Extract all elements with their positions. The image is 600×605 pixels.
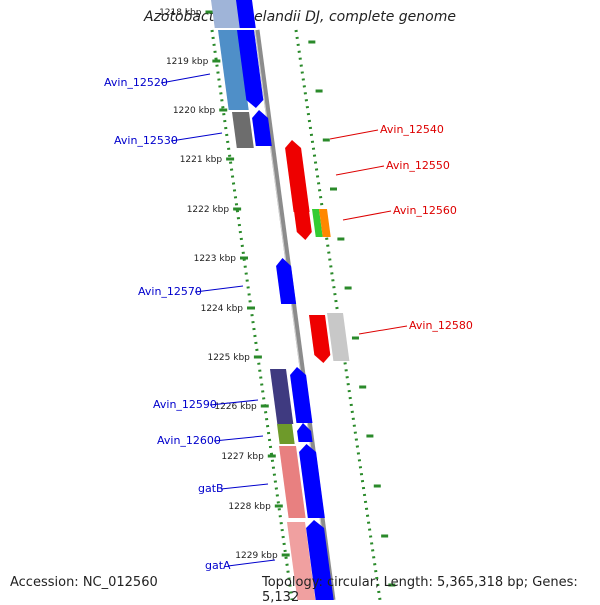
reverse-gene-feature: [294, 211, 312, 240]
gene-label-leader: [209, 399, 259, 406]
gene-label-avin_12520[interactable]: Avin_12520: [104, 76, 168, 89]
gene-label-leader: [220, 483, 269, 490]
scale-tick-label: 1227 kbp: [221, 452, 264, 462]
reverse-gene-feature: [309, 315, 331, 363]
gene-feature-outer: [218, 30, 249, 110]
dotted-track-left: [210, 29, 294, 600]
accession-text: Accession: NC_012560: [10, 575, 158, 590]
gene-label-leader: [170, 132, 223, 142]
gene-label-leader: [160, 73, 211, 84]
scale-tick-label: 1225 kbp: [207, 353, 250, 363]
scale-tick-label: 1224 kbp: [201, 304, 244, 314]
scale-ticks: 1218 kbp 1219 kbp 1220 kbp 1221 kbp 1222 kbp…: [159, 8, 396, 587]
gene-label-avin_12580[interactable]: Avin_12580: [409, 319, 473, 332]
gene-label-gata[interactable]: gatA: [205, 559, 231, 572]
gene-label-leader: [194, 285, 244, 293]
scale-tick-label: 1228 kbp: [228, 502, 271, 512]
cds-feature: [297, 423, 313, 442]
gene-label-leader: [335, 165, 385, 176]
scale-tick-label: 1220 kbp: [173, 106, 216, 116]
reverse-gene-feature: [285, 140, 310, 212]
gene-label-avin_12590[interactable]: Avin_12590: [153, 398, 217, 411]
scale-tick-label: 1222 kbp: [187, 205, 230, 215]
scale-tick-label: 1221 kbp: [180, 155, 223, 165]
cds-feature: [299, 444, 325, 518]
cds-feature: [306, 520, 334, 600]
gene-label-gatb[interactable]: gatB: [198, 482, 224, 495]
gene-label-avin_12550[interactable]: Avin_12550: [386, 159, 450, 172]
gene-label-avin_12600[interactable]: Avin_12600: [157, 434, 221, 447]
gene-label-avin_12570[interactable]: Avin_12570: [138, 285, 202, 298]
gene-feature-outer: [277, 424, 295, 444]
gene-label-leader: [213, 435, 264, 442]
gene-label-leader: [329, 129, 379, 140]
gene-label-leader: [342, 210, 392, 221]
scale-tick-label: 1219 kbp: [166, 57, 209, 67]
gene-feature-outer: [279, 446, 306, 518]
topology-text: Topology: circular; Length: 5,365,318 bp…: [262, 575, 578, 605]
cds-feature: [290, 367, 313, 423]
scale-tick-label: 1223 kbp: [194, 254, 237, 264]
gene-label-leader: [358, 325, 408, 335]
gene-feature-small: [319, 209, 331, 237]
gene-feature-outer: [270, 369, 294, 424]
cds-feature: [252, 110, 272, 146]
scale-tick-label: 1226 kbp: [214, 402, 257, 412]
gene-feature-small: [312, 209, 323, 237]
gene-features: [211, 0, 350, 600]
gene-feature-outer: [287, 522, 316, 600]
gene-feature-small: [327, 313, 350, 361]
gene-label-avin_12530[interactable]: Avin_12530: [114, 134, 178, 147]
gene-label-avin_12560[interactable]: Avin_12560: [393, 204, 457, 217]
gene-label-avin_12540[interactable]: Avin_12540: [380, 123, 444, 136]
scale-tick-label: 1218 kbp: [159, 8, 202, 18]
gene-feature-outer: [232, 112, 254, 148]
cds-feature: [237, 30, 264, 108]
scale-tick-label: 1229 kbp: [235, 551, 278, 561]
cds-feature: [276, 258, 297, 304]
gene-label-leader: [227, 559, 276, 567]
gene-feature-outer: [211, 0, 244, 28]
gene-labels: Avin_12520 Avin_12530 Avin_12570 Avin_12590…: [104, 73, 473, 572]
cds-feature: [236, 0, 256, 28]
